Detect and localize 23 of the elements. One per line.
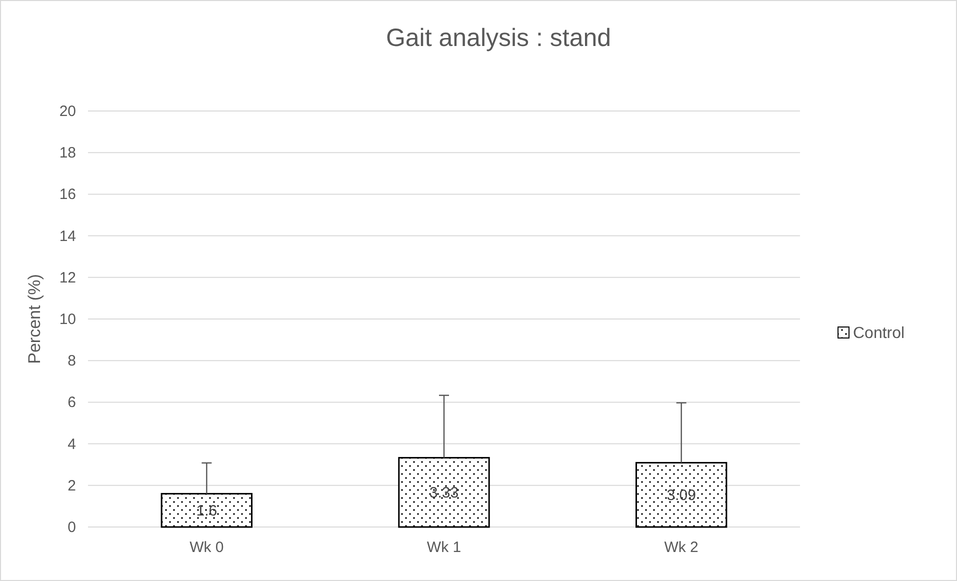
y-tick-label: 12 bbox=[59, 269, 76, 286]
bar bbox=[635, 462, 728, 528]
y-tick-label: 14 bbox=[59, 228, 76, 245]
y-tick-label: 0 bbox=[68, 519, 76, 536]
x-tick-label: Wk 0 bbox=[190, 539, 224, 556]
y-tick-label: 8 bbox=[68, 352, 76, 370]
y-tick-label: 18 bbox=[59, 144, 76, 162]
y-tick-label: 16 bbox=[59, 186, 76, 204]
y-tick-label: 2 bbox=[68, 477, 76, 494]
data-label: 1.6 bbox=[196, 502, 218, 520]
y-tick-label: 6 bbox=[68, 394, 76, 412]
y-axis-title: Percent (%) bbox=[25, 274, 44, 364]
bar bbox=[160, 492, 253, 528]
x-tick-label: Wk 1 bbox=[426, 539, 462, 556]
y-tick-label: 10 bbox=[59, 311, 76, 328]
bar bbox=[398, 456, 490, 528]
x-tick-label: Wk 2 bbox=[664, 539, 698, 556]
y-tick-label: 20 bbox=[59, 103, 76, 120]
data-label: 3.09 bbox=[666, 486, 696, 504]
data-label: 3.33 bbox=[429, 484, 459, 502]
chart-title: Gait analysis : stand bbox=[386, 24, 612, 52]
legend-label: Control bbox=[853, 325, 905, 342]
y-tick-label: 4 bbox=[68, 436, 76, 453]
